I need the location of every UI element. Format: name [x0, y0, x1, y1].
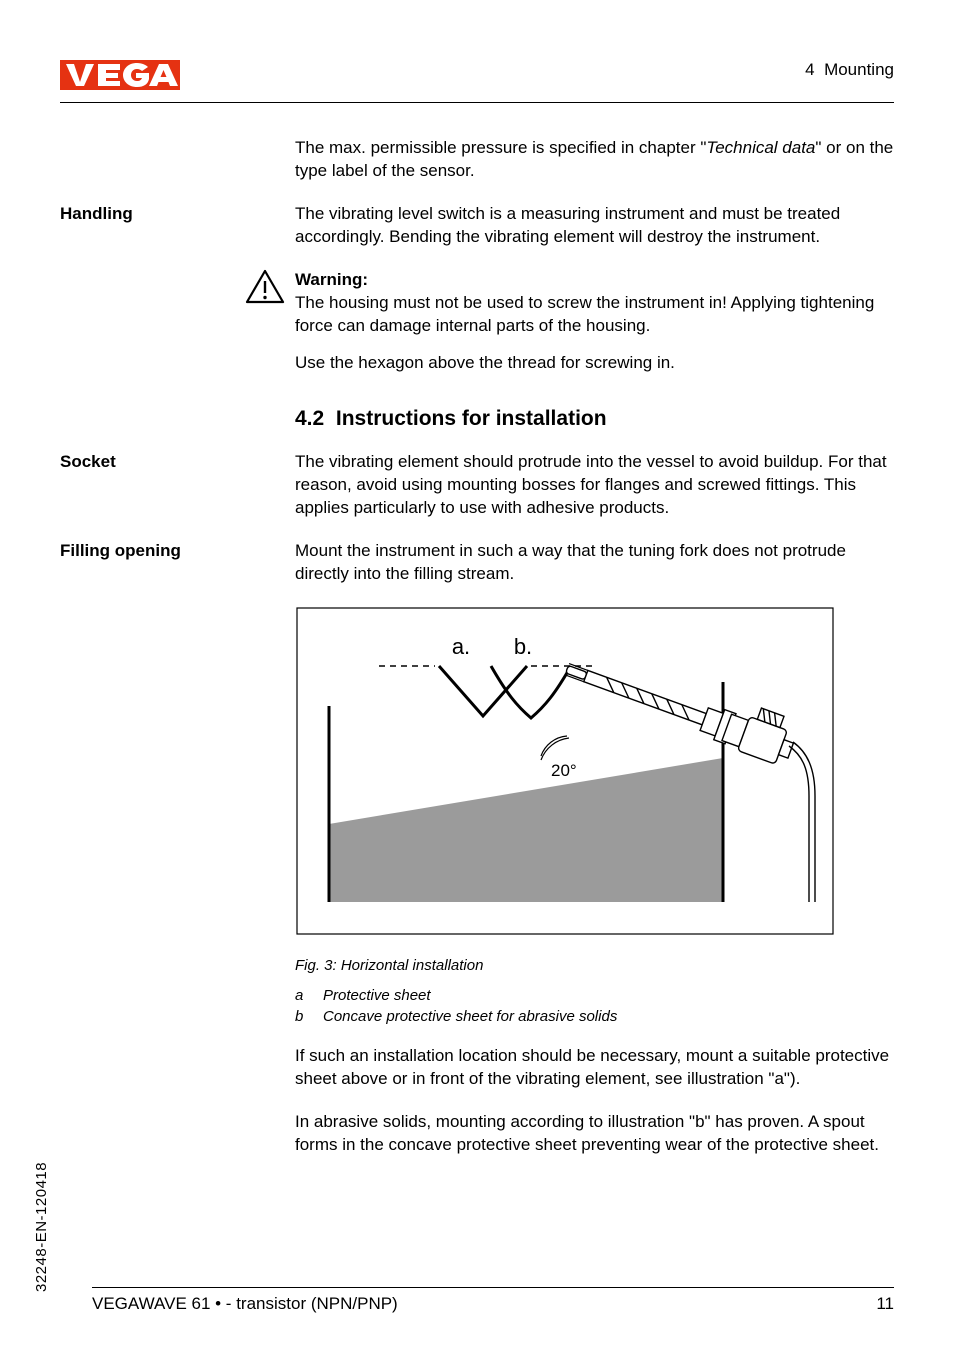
vega-logo — [60, 60, 180, 90]
filling-label: Filling opening — [60, 540, 295, 1177]
socket-text: The vibrating element should protrude in… — [295, 451, 894, 520]
footer-left: VEGAWAVE 61 • - transistor (NPN/PNP) — [92, 1294, 398, 1314]
figure-legend: aProtective sheet bConcave protective sh… — [295, 985, 894, 1027]
legend-key-a: a — [295, 985, 323, 1006]
chapter-heading: 4 Mounting — [805, 60, 894, 80]
block-socket: Socket The vibrating element should prot… — [60, 451, 894, 540]
section-num: 4.2 — [295, 407, 324, 430]
text-italic: Technical data — [706, 138, 815, 157]
page: 4 Mounting The max. permissible pressure… — [0, 0, 954, 1354]
figure-caption: Fig. 3: Horizontal installation — [295, 956, 894, 976]
after-fig-p2: In abrasive solids, mounting according t… — [295, 1111, 894, 1157]
warning-text: The housing must not be used to screw th… — [295, 292, 894, 338]
hexagon-text: Use the hexagon above the thread for scr… — [295, 352, 894, 375]
side-empty-1 — [60, 137, 295, 203]
section-title: Instructions for installation — [336, 407, 607, 430]
handling-content: The vibrating level switch is a measurin… — [295, 203, 894, 451]
page-header: 4 Mounting — [60, 60, 894, 98]
handling-label: Handling — [60, 203, 295, 451]
fig-label-a: a. — [452, 634, 470, 659]
svg-text:20°: 20° — [551, 761, 577, 780]
block-filling: Filling opening Mount the instrument in … — [60, 540, 894, 1177]
chapter-title: Mounting — [824, 60, 894, 79]
header-rule — [60, 102, 894, 103]
section-heading: 4.2 Instructions for installation — [295, 405, 894, 433]
legend-key-b: b — [295, 1006, 323, 1027]
handling-text: The vibrating level switch is a measurin… — [295, 203, 894, 249]
text: The max. permissible pressure is specifi… — [295, 138, 706, 157]
fig-label-b: b. — [514, 634, 532, 659]
page-footer: VEGAWAVE 61 • - transistor (NPN/PNP) 11 — [92, 1287, 894, 1314]
doc-id-vertical: 32248-EN-120418 — [33, 1162, 50, 1292]
socket-label: Socket — [60, 451, 295, 540]
pressure-text: The max. permissible pressure is specifi… — [295, 137, 894, 183]
figure-3: a. b. 20° — [295, 606, 894, 943]
footer-rule — [92, 1287, 894, 1288]
warning-body: Warning: The housing must not be used to… — [295, 269, 894, 338]
after-fig-p1: If such an installation location should … — [295, 1045, 894, 1091]
filling-text: Mount the instrument in such a way that … — [295, 540, 894, 586]
block-pressure: The max. permissible pressure is specifi… — [60, 137, 894, 203]
block-handling: Handling The vibrating level switch is a… — [60, 203, 894, 451]
warning-label: Warning: — [295, 269, 894, 292]
legend-text-b: Concave protective sheet for abrasive so… — [323, 1008, 617, 1025]
footer-page-number: 11 — [876, 1294, 894, 1314]
filling-content: Mount the instrument in such a way that … — [295, 540, 894, 1177]
warning-block: Warning: The housing must not be used to… — [295, 269, 894, 338]
chapter-number: 4 — [805, 60, 814, 79]
warning-icon — [245, 269, 287, 312]
legend-text-a: Protective sheet — [323, 987, 431, 1004]
